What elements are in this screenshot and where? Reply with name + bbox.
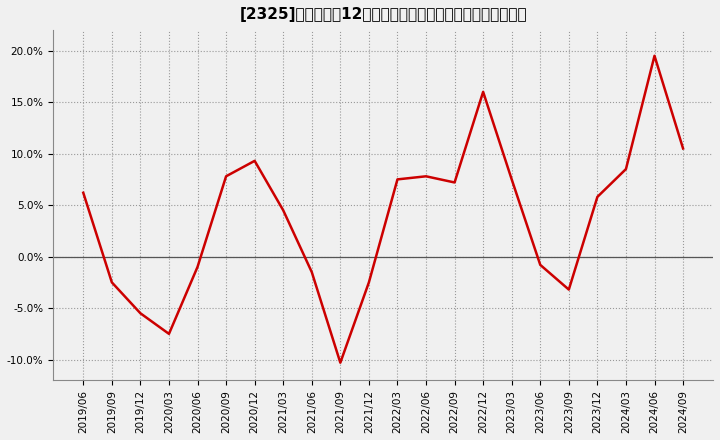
Title: [2325]　売上高の12か月移動合計の対前年同期増減率の推移: [2325] 売上高の12か月移動合計の対前年同期増減率の推移 xyxy=(239,7,527,22)
